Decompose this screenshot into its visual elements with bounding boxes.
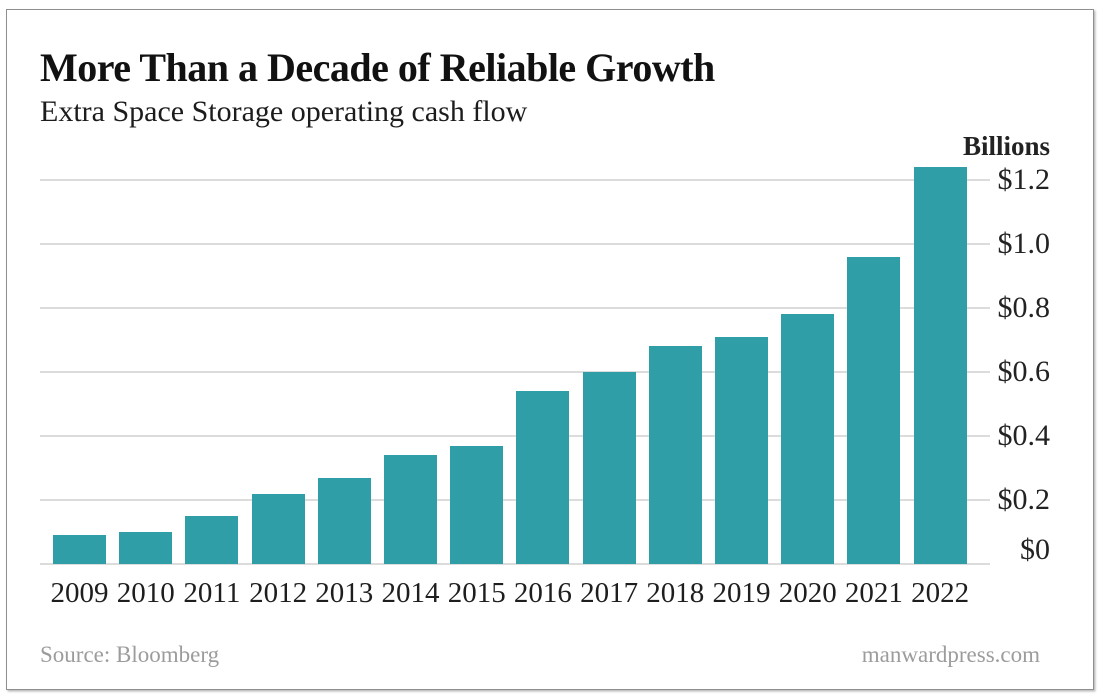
x-tick-label-2011: 2011 (183, 577, 241, 609)
y-tick-label-0: $0 (1020, 533, 1050, 566)
site-credit: manwardpress.com (861, 642, 1040, 667)
x-tick-label-2019: 2019 (712, 577, 771, 609)
y-tick-label-0.2: $0.2 (997, 483, 1051, 516)
chart-subtitle: Extra Space Storage operating cash flow (40, 95, 528, 128)
y-tick-label-0.6: $0.6 (997, 355, 1051, 388)
plot-area (40, 150, 990, 565)
gridline-0.2 (40, 499, 990, 501)
x-tick-label-2016: 2016 (513, 577, 572, 609)
bar-2013 (317, 478, 371, 564)
gridline-1.0 (40, 243, 990, 245)
bar-2012 (251, 494, 305, 564)
bar-2016 (516, 391, 570, 564)
y-tick-label-0.8: $0.8 (997, 291, 1051, 324)
y-axis-unit-label: Billions (962, 131, 1050, 161)
bar-2009 (53, 535, 106, 564)
x-tick-label-2017: 2017 (580, 577, 639, 609)
x-tick-label-2018: 2018 (646, 577, 705, 609)
chart-card (6, 9, 1094, 690)
bar-2014 (384, 455, 437, 564)
gridline-0.4 (40, 435, 990, 437)
bar-2017 (582, 372, 636, 564)
bar-2022 (913, 167, 967, 564)
gridline-0 (40, 563, 990, 565)
x-tick-label-2015: 2015 (447, 577, 506, 609)
y-tick-label-1.2: $1.2 (997, 163, 1051, 196)
bar-2019 (715, 337, 768, 564)
bar-2020 (781, 314, 835, 564)
x-tick-label-2013: 2013 (315, 577, 374, 609)
x-tick-label-2012: 2012 (249, 577, 308, 609)
bar-2021 (847, 257, 901, 564)
chart-title: More Than a Decade of Reliable Growth (40, 45, 715, 90)
bar-2010 (119, 532, 173, 564)
gridline-0.8 (40, 307, 990, 309)
x-tick-label-2022: 2022 (911, 577, 970, 609)
y-tick-label-1.0: $1.0 (997, 227, 1051, 260)
x-tick-label-2020: 2020 (778, 577, 837, 609)
bar-2018 (648, 346, 702, 564)
gridline-0.6 (40, 371, 990, 373)
x-tick-label-2021: 2021 (844, 577, 903, 609)
source-credit: Source: Bloomberg (40, 642, 220, 667)
x-tick-label-2014: 2014 (381, 577, 440, 609)
bar-2011 (185, 516, 239, 564)
gridline-1.2 (40, 179, 990, 181)
bar-2015 (450, 446, 504, 564)
x-tick-label-2009: 2009 (50, 577, 109, 609)
y-tick-label-0.4: $0.4 (997, 419, 1051, 452)
x-tick-label-2010: 2010 (116, 577, 175, 609)
